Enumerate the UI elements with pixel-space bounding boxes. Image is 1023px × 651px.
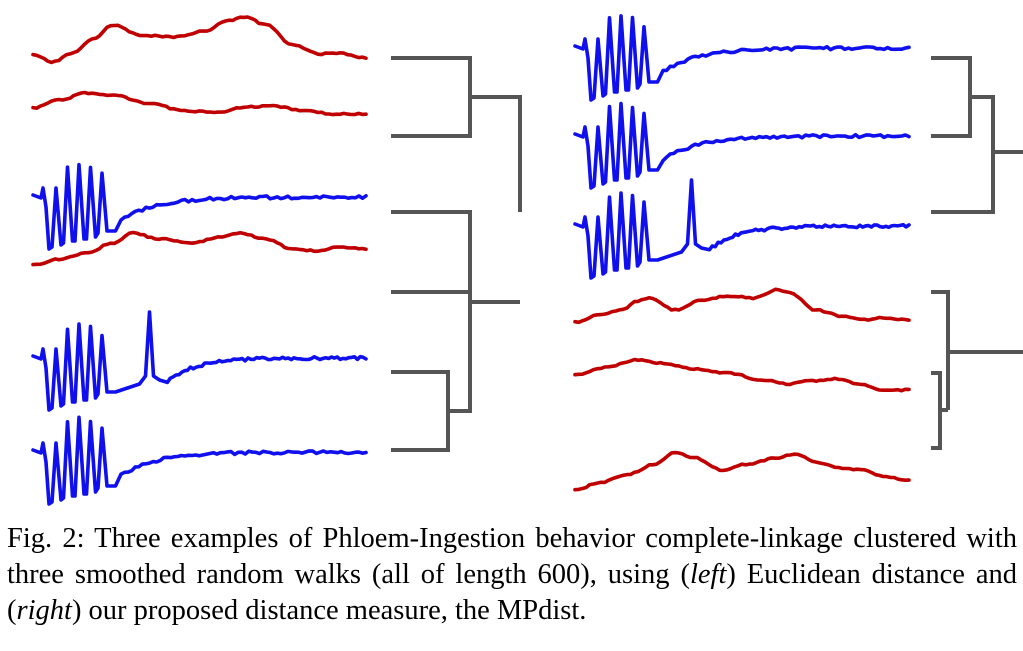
caption-text-2: ) Euclidean distance and ( xyxy=(7,559,1018,626)
caption-right-word: right xyxy=(16,595,72,626)
ingestion-trace xyxy=(573,178,911,280)
caption-text-3: ) our proposed distance measure, the MPd… xyxy=(71,595,587,626)
random-walk-trace xyxy=(31,230,368,267)
ingestion-trace xyxy=(573,101,911,190)
dendrogram-branch xyxy=(391,210,472,294)
dendrogram-branch xyxy=(391,370,450,452)
ingestion-trace xyxy=(31,415,368,506)
random-walk-trace xyxy=(573,357,911,393)
dendrogram-branch xyxy=(470,95,522,212)
ingestion-trace xyxy=(573,14,911,102)
caption-text-1: Fig. 2: Three examples of Phloem-Ingesti… xyxy=(7,523,1017,590)
random-walk-trace xyxy=(573,450,911,492)
right-panel xyxy=(573,14,1023,492)
random-walk-trace xyxy=(31,15,368,65)
random-walk-trace xyxy=(31,90,368,117)
dendrogram-branch xyxy=(931,95,995,214)
ingestion-trace xyxy=(31,310,368,412)
left-panel xyxy=(31,15,522,506)
caption-left-word: left xyxy=(689,559,727,590)
dendrogram-branch xyxy=(391,56,472,138)
random-walk-trace xyxy=(573,287,911,325)
dendrogram-branch xyxy=(448,292,472,413)
dendrogram-branch xyxy=(931,56,972,138)
dendrogram-branch xyxy=(931,371,942,450)
figure-panels xyxy=(31,14,1023,506)
ingestion-trace xyxy=(31,162,368,251)
figure-caption: Fig. 2: Three examples of Phloem-Ingesti… xyxy=(7,521,1017,629)
dendrogram-branch xyxy=(931,290,950,410)
